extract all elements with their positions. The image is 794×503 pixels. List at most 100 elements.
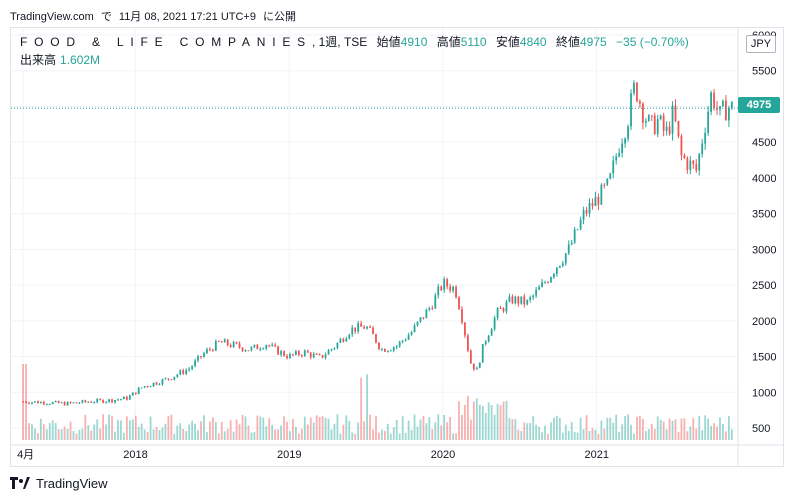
volume-bar bbox=[570, 422, 573, 440]
candle-body bbox=[152, 382, 155, 387]
volume-bar bbox=[179, 423, 182, 440]
candle-body bbox=[561, 263, 564, 266]
candle-body bbox=[354, 327, 357, 332]
volume-bar bbox=[615, 414, 618, 440]
volume-bar bbox=[680, 418, 683, 440]
y-tick-label: 2500 bbox=[752, 280, 776, 292]
volume-bar bbox=[93, 424, 96, 440]
volume-bar bbox=[425, 423, 428, 440]
candle-body bbox=[39, 401, 42, 404]
candle-body bbox=[131, 392, 134, 396]
candle-body bbox=[232, 342, 235, 347]
candle-body bbox=[713, 92, 715, 108]
candle-body bbox=[428, 308, 431, 310]
candle-body bbox=[529, 297, 532, 300]
volume-bar bbox=[333, 423, 336, 440]
candle-body bbox=[496, 308, 499, 318]
volume-bar bbox=[342, 424, 345, 440]
candle-body bbox=[544, 282, 546, 284]
volume-bar bbox=[48, 423, 51, 440]
x-tick-label: 4月 bbox=[17, 449, 34, 461]
candle-body bbox=[381, 348, 383, 350]
candle-body bbox=[508, 296, 511, 302]
candle-body bbox=[247, 350, 250, 352]
candle-body bbox=[372, 327, 374, 335]
candle-body bbox=[351, 327, 354, 335]
currency-badge[interactable]: JPY bbox=[746, 35, 776, 53]
candle-body bbox=[330, 349, 333, 351]
candle-body bbox=[478, 362, 481, 368]
candle-body bbox=[283, 351, 285, 356]
volume-bar bbox=[170, 414, 173, 440]
candle-body bbox=[674, 105, 677, 121]
candle-body bbox=[585, 210, 588, 214]
candle-body bbox=[90, 401, 93, 403]
candle-body bbox=[280, 351, 282, 355]
volume-bar bbox=[369, 414, 371, 440]
volume-bar bbox=[137, 427, 140, 440]
candle-body bbox=[618, 153, 621, 157]
symbol-name[interactable]: FOOD & LIFE COMPANIES bbox=[20, 35, 312, 49]
volume-bar bbox=[300, 428, 303, 440]
candle-body bbox=[297, 351, 300, 356]
volume-bar bbox=[404, 433, 407, 440]
candle-body bbox=[630, 93, 632, 127]
candle-body bbox=[386, 350, 389, 352]
volume-bar bbox=[241, 414, 244, 440]
candle-body bbox=[57, 400, 60, 404]
candle-body bbox=[339, 338, 342, 343]
candle-body bbox=[312, 353, 315, 358]
tradingview-logo-icon bbox=[10, 476, 30, 489]
volume-bar bbox=[499, 405, 502, 440]
volume-bar bbox=[716, 426, 718, 440]
candle-body bbox=[72, 402, 75, 404]
volume-bar bbox=[34, 428, 36, 440]
volume-bar bbox=[588, 430, 591, 440]
candle-body bbox=[200, 355, 202, 357]
candle-body bbox=[413, 325, 416, 333]
volume-bar bbox=[339, 433, 342, 440]
volume-bar bbox=[158, 430, 161, 440]
candle-body bbox=[627, 126, 629, 139]
candle-body bbox=[615, 156, 618, 161]
candle-body bbox=[692, 160, 695, 164]
candle-body bbox=[710, 92, 712, 112]
volume-bar bbox=[140, 423, 143, 440]
candle-body bbox=[633, 82, 635, 94]
volume-bar bbox=[84, 414, 87, 440]
volume-bar bbox=[692, 418, 695, 440]
candle-body bbox=[22, 401, 24, 403]
candle-body bbox=[66, 401, 69, 406]
candle-body bbox=[472, 363, 475, 370]
candle-body bbox=[220, 341, 223, 343]
candle-body bbox=[407, 335, 410, 340]
volume-bar bbox=[641, 418, 644, 440]
volume-bar bbox=[564, 424, 567, 440]
volume-bar bbox=[354, 433, 357, 440]
volume-bar bbox=[146, 431, 149, 440]
candle-body bbox=[241, 347, 244, 351]
volume-bar bbox=[223, 431, 226, 440]
candle-body bbox=[707, 111, 710, 133]
volume-bar bbox=[467, 396, 469, 440]
candle-body bbox=[502, 308, 505, 312]
volume-bar bbox=[99, 428, 102, 440]
volume-bar bbox=[398, 433, 401, 440]
candle-body bbox=[452, 286, 454, 291]
candle-body bbox=[730, 101, 733, 108]
candle-body bbox=[431, 308, 434, 310]
candle-body bbox=[48, 404, 51, 406]
candle-body bbox=[84, 400, 87, 402]
candle-body bbox=[357, 323, 360, 332]
volume-bar bbox=[603, 428, 606, 440]
candle-body bbox=[306, 350, 309, 353]
volume-bar bbox=[612, 422, 615, 440]
candle-body bbox=[31, 402, 33, 404]
volume-bar bbox=[526, 423, 529, 440]
volume-bar bbox=[303, 416, 306, 440]
candle-body bbox=[653, 115, 656, 135]
volume-bar bbox=[413, 414, 416, 440]
volume-bar bbox=[647, 429, 650, 440]
volume-bar bbox=[594, 429, 597, 440]
